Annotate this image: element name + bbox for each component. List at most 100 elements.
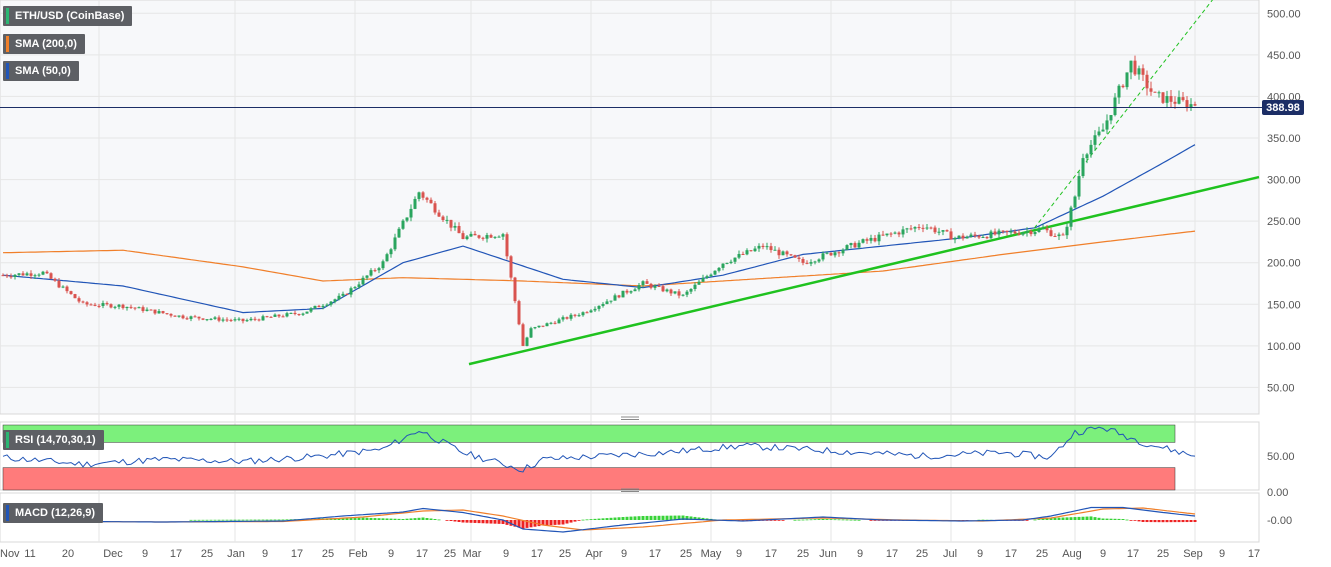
candle-body — [689, 289, 693, 292]
rsi-y-tick-label: 50.00 — [1267, 451, 1295, 463]
candle-body — [221, 319, 225, 321]
support-trend-line[interactable] — [468, 175, 1260, 366]
x-tick-label: 17 — [1127, 548, 1139, 560]
candle-body — [777, 249, 781, 256]
legend-swatch-rsi — [6, 432, 9, 448]
macd-histogram-bar — [353, 517, 357, 520]
candle-body — [645, 281, 649, 284]
x-tick-label: 25 — [797, 548, 809, 560]
macd-histogram-bar — [537, 520, 541, 527]
macd-histogram-bar — [645, 515, 649, 520]
candle-body — [1157, 92, 1161, 94]
candle-body — [1161, 92, 1165, 103]
x-tick-label: Mar — [463, 548, 482, 560]
macd-histogram-bar — [805, 519, 809, 521]
candle-body — [949, 231, 953, 240]
candle-body — [117, 304, 121, 307]
macd-histogram-bar — [1085, 516, 1089, 520]
candle-body — [865, 239, 869, 241]
candle-body — [733, 257, 737, 262]
candle-body — [401, 220, 405, 229]
macd-histogram-bar — [285, 519, 289, 521]
legend-label-sma50: SMA (50,0) — [15, 65, 71, 77]
candle-body — [341, 293, 345, 296]
macd-series — [3, 506, 1196, 533]
macd-histogram-bar — [345, 517, 349, 520]
macd-histogram-bar — [797, 519, 801, 521]
macd-histogram-bar — [1077, 516, 1081, 520]
candle-body — [1181, 97, 1185, 101]
candle-body — [45, 271, 49, 274]
candle-body — [1189, 104, 1193, 108]
legend-rsi[interactable]: RSI (14,70,30,1) — [3, 430, 104, 450]
macd-histogram-bar — [841, 519, 845, 521]
panel-resize-handle-rsi[interactable] — [621, 416, 639, 420]
candle-body — [613, 295, 617, 301]
candle-body — [801, 259, 805, 263]
candle-body — [993, 231, 997, 235]
legend-sma-200[interactable]: SMA (200,0) — [3, 34, 85, 54]
candle-body — [493, 236, 497, 238]
candle-body — [629, 291, 633, 293]
candle-body — [405, 217, 409, 221]
candle-body — [13, 274, 17, 277]
candle-body — [961, 235, 965, 239]
candle-body — [809, 262, 813, 264]
candle-body — [997, 230, 1001, 235]
candle-body — [985, 236, 989, 239]
candle-body — [637, 285, 641, 290]
macd-histogram-bar — [677, 515, 681, 520]
candle-body — [921, 227, 925, 229]
candle-body — [313, 305, 317, 309]
x-tick-label: Dec — [103, 548, 123, 560]
candle-body — [49, 273, 53, 279]
macd-histogram-bar — [237, 519, 241, 521]
macd-histogram-bar — [477, 520, 481, 524]
macd-histogram-bar — [257, 519, 261, 521]
candle-body — [245, 320, 249, 322]
dashed-trend-line[interactable] — [1029, 0, 1215, 234]
macd-histogram-bar — [1157, 520, 1161, 523]
macd-histogram-bar — [449, 520, 453, 521]
candle-body — [585, 312, 589, 314]
macd-histogram-bar — [637, 516, 641, 520]
candle-body — [557, 319, 561, 324]
x-axis-ticks: Nov 11 20 Dec 9 17 25 Jan 9 17 25 Feb 9 17 25 Mar 9 17 25 A… — [0, 548, 1260, 560]
x-tick-label: 17 — [416, 548, 428, 560]
legend-eth-usd[interactable]: ETH/USD (CoinBase) — [3, 6, 133, 26]
panel-resize-handle-macd[interactable] — [621, 488, 639, 492]
candle-body — [509, 256, 513, 278]
candle-body — [753, 248, 757, 252]
candle-body — [373, 270, 377, 272]
candle-body — [309, 308, 313, 312]
macd-histogram-bar — [869, 520, 873, 521]
candle-body — [41, 271, 45, 275]
candle-body — [1053, 236, 1057, 238]
legend-sma-50[interactable]: SMA (50,0) — [3, 61, 79, 81]
candle-body — [445, 219, 449, 221]
candle-body — [349, 288, 353, 295]
last-price-label: 388.98 — [1266, 102, 1300, 114]
candle-body — [29, 273, 33, 276]
candle-body — [941, 230, 945, 232]
candle-body — [389, 249, 393, 255]
x-tick-label: Apr — [585, 548, 602, 560]
candle-body — [665, 289, 669, 292]
candle-body — [361, 277, 365, 285]
candle-body — [657, 285, 661, 287]
candle-body — [681, 294, 685, 296]
macd-histogram-bar — [809, 519, 813, 521]
macd-histogram-bar — [1041, 518, 1045, 520]
candle-body — [605, 301, 609, 305]
candle-body — [797, 257, 801, 260]
macd-histogram-bar — [245, 519, 249, 521]
candle-body — [1193, 104, 1197, 106]
macd-histogram-bar — [549, 520, 553, 526]
candle-body — [853, 243, 857, 248]
candle-body — [165, 313, 169, 315]
candle-body — [397, 228, 401, 238]
candle-body — [1001, 230, 1005, 232]
legend-macd[interactable]: MACD (12,26,9) — [3, 503, 104, 523]
candle-body — [609, 300, 613, 302]
legend-label-sma200: SMA (200,0) — [15, 38, 77, 50]
